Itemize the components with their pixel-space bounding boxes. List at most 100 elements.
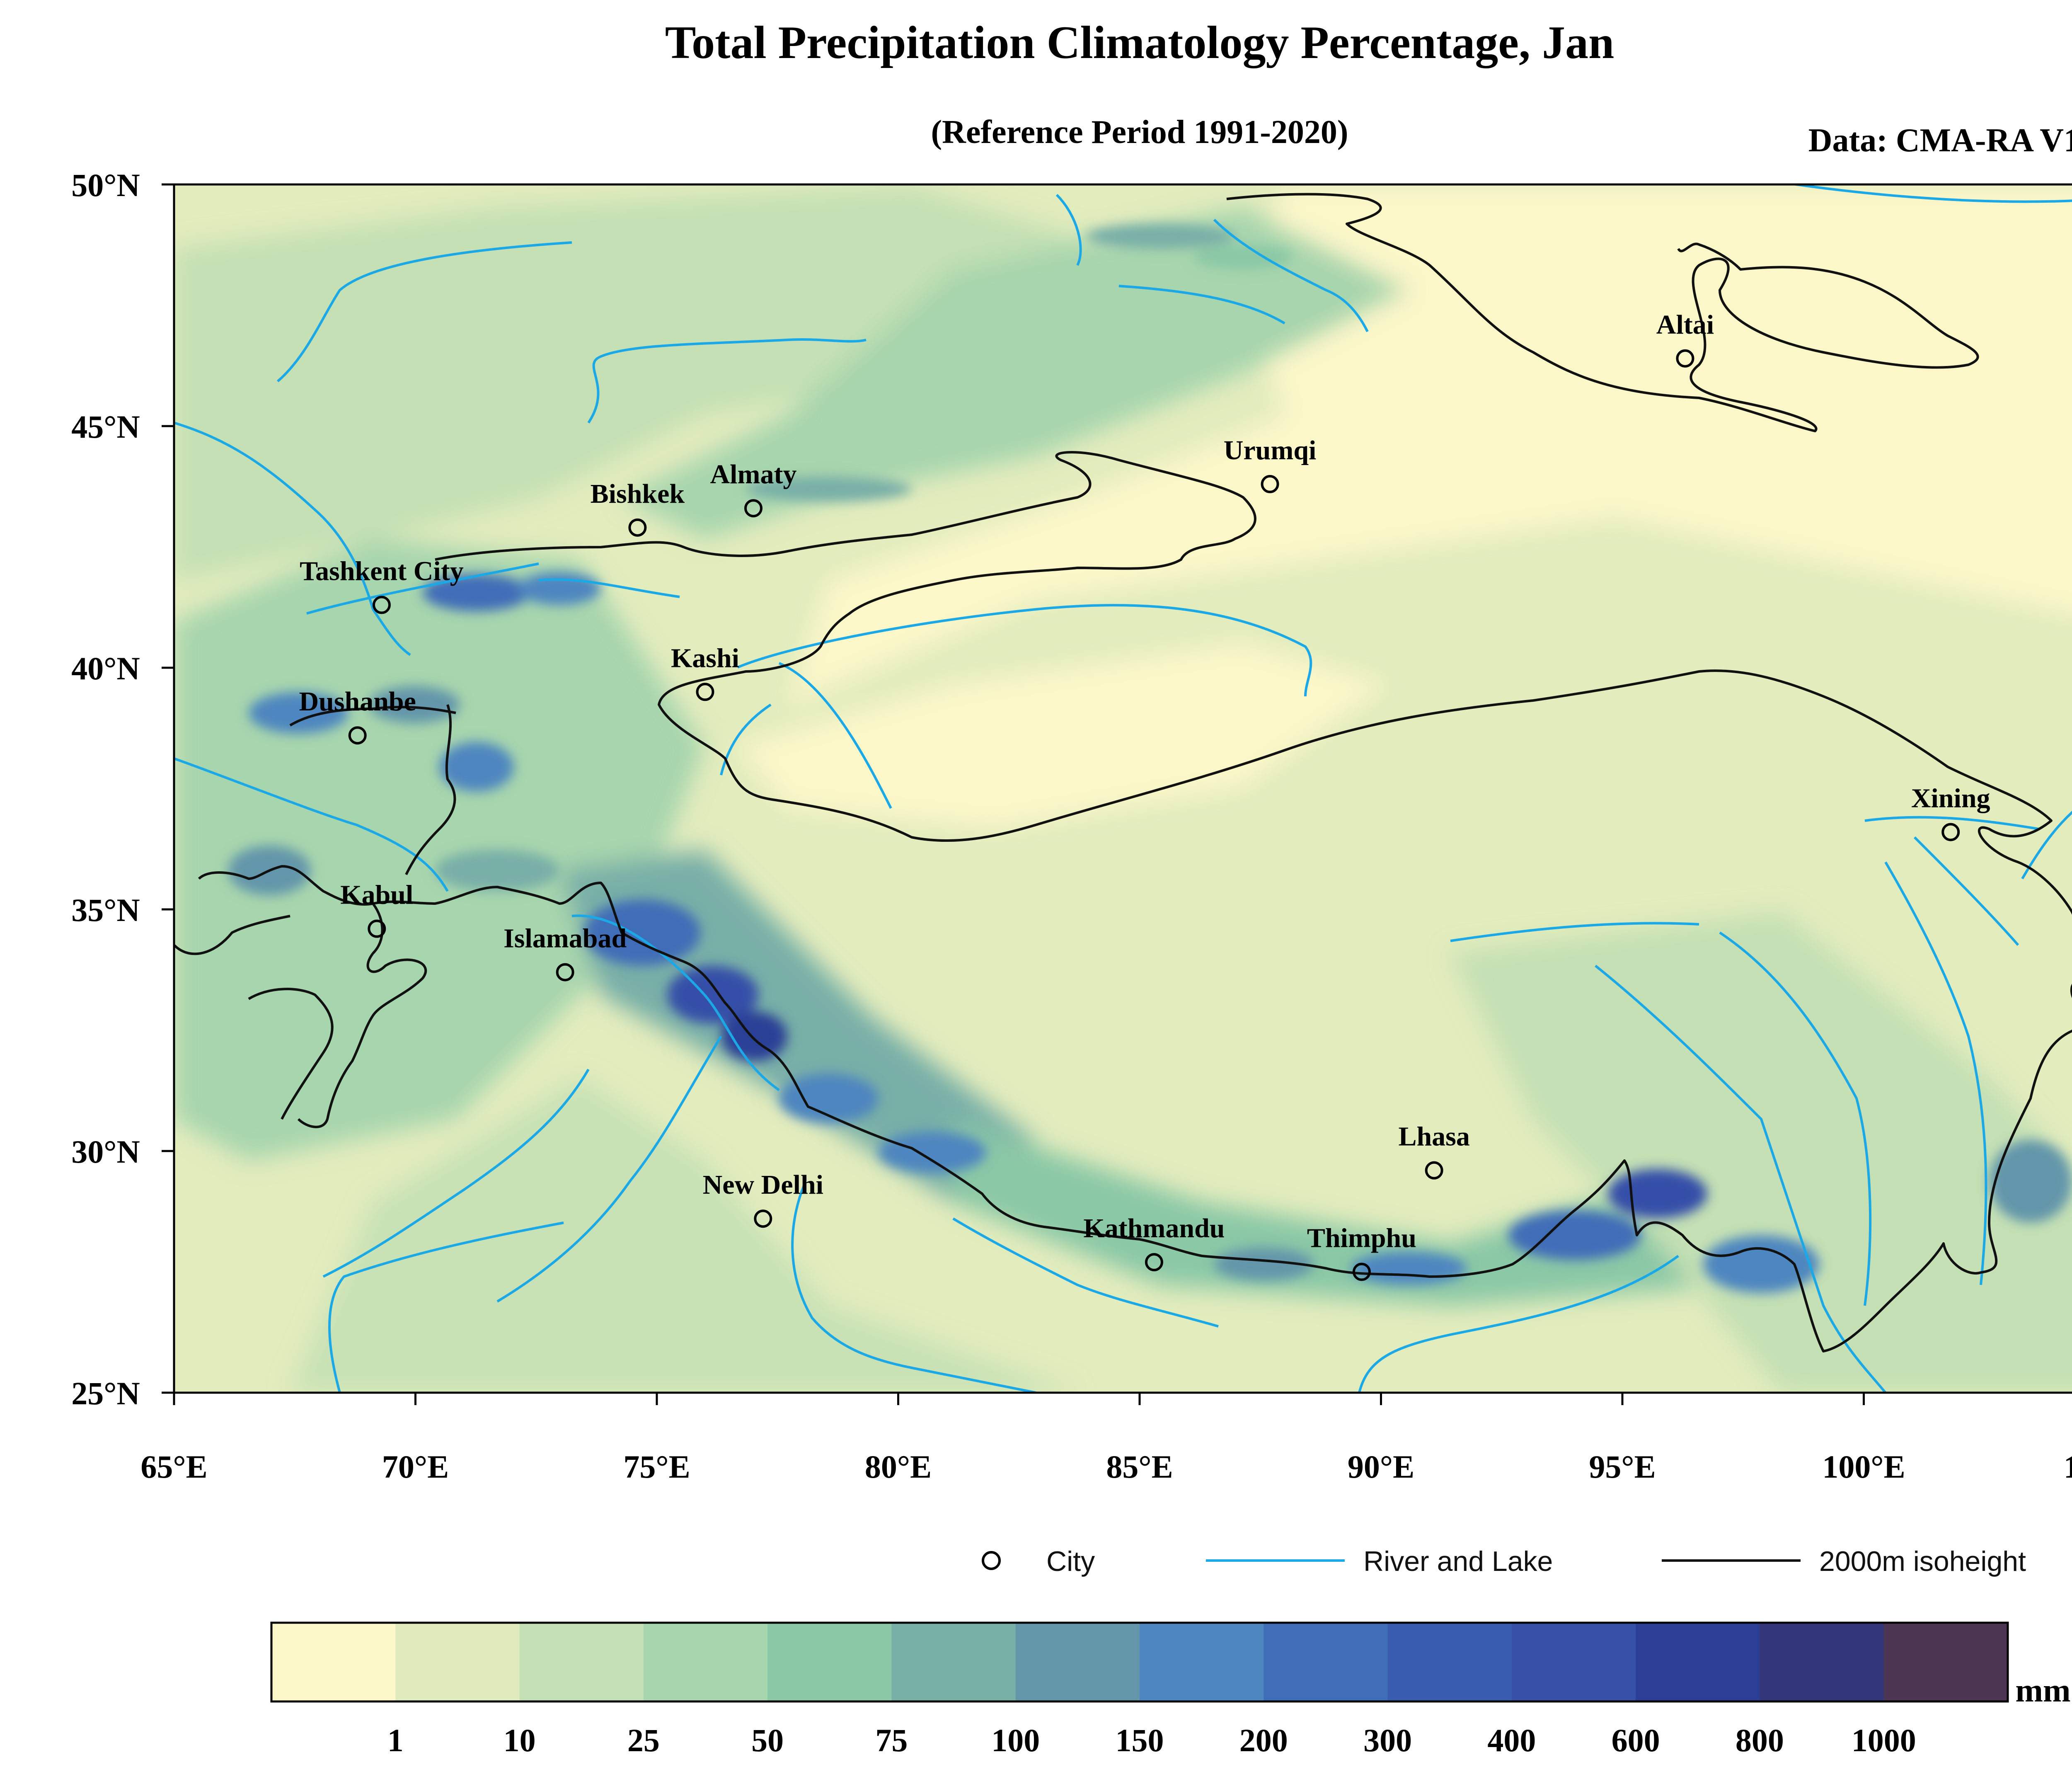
map-title: Total Precipitation Climatology Percenta…	[665, 17, 1615, 68]
city-marker-icon	[1261, 475, 1279, 493]
colorbar-bin	[643, 1623, 768, 1701]
isoheight-line	[405, 704, 456, 875]
colorbar-bin	[395, 1623, 520, 1701]
x-tick-label: 65°E	[140, 1449, 207, 1485]
city-label: Thimphu	[1307, 1223, 1416, 1253]
city-lhasa: Lhasa	[1398, 1122, 1470, 1180]
x-tick-label: 105°E	[2064, 1449, 2072, 1485]
city-label: New Delhi	[703, 1170, 823, 1200]
city-label: Tashkent City	[300, 556, 464, 586]
city-label: Almaty	[710, 459, 797, 490]
river-line	[1787, 184, 2072, 203]
hotspot	[1193, 245, 1293, 269]
river-line	[1595, 965, 1887, 1393]
city-kathmandu: Kathmandu	[1083, 1213, 1225, 1272]
legend-river-label: River and Lake	[1363, 1546, 1553, 1577]
isoheight-line	[198, 451, 2072, 1352]
x-tick-label: 80°E	[865, 1449, 932, 1485]
city-marker-icon	[696, 683, 714, 701]
data-source: Data: CMA-RA V1.5	[1808, 122, 2072, 159]
colorbar-bin	[271, 1623, 396, 1701]
colorbar-bin	[891, 1623, 1016, 1701]
colorbar-label: 75	[875, 1722, 908, 1758]
colorbar-bin	[519, 1623, 644, 1701]
river-line	[306, 562, 539, 615]
isoheight-line	[248, 988, 334, 1120]
river-line	[587, 338, 867, 424]
x-axis: 65°E 70°E 75°E 80°E 85°E 90°E 95°E 100°E 105°E	[140, 1393, 2072, 1485]
colorbar-label: 800	[1736, 1722, 1784, 1758]
river-line	[1864, 816, 2039, 830]
hotspot	[879, 1132, 986, 1173]
river-line	[737, 604, 1312, 697]
colorbar-frame	[270, 1621, 2009, 1703]
hotspot	[1989, 1140, 2072, 1223]
map-subtitle: (Reference Period 1991-2020)	[931, 114, 1348, 150]
legend-isoheight-label: 2000m isoheight	[1819, 1546, 2026, 1577]
city-label: Xining	[1911, 783, 1990, 813]
colorbar-bin	[1760, 1623, 1884, 1701]
city-marker-icon	[628, 518, 647, 537]
city-thimphu: Thimphu	[1307, 1223, 1416, 1281]
x-tick-label: 90°E	[1348, 1449, 1414, 1485]
colorbar-label: 150	[1116, 1722, 1164, 1758]
hotspot	[439, 742, 514, 792]
river-line	[1884, 861, 1987, 1285]
y-tick-label: 35°N	[71, 892, 140, 928]
city-new-delhi: New Delhi	[703, 1170, 823, 1228]
colorbar-label: 200	[1239, 1722, 1288, 1758]
rivers-and-lakes	[174, 184, 2072, 1393]
city-marker-icon	[1941, 823, 1960, 841]
y-axis: 50°N 45°N 40°N 35°N 30°N 25°N	[71, 167, 174, 1411]
river-line	[1118, 285, 1285, 325]
city-marker-icon	[372, 596, 391, 614]
city-label: Dushanbe	[299, 686, 416, 717]
river-line	[1450, 922, 1699, 942]
river-line	[571, 914, 780, 1091]
colorbar-bin	[767, 1623, 892, 1701]
city-marker-icon	[1425, 1161, 1443, 1180]
city-label: Lhasa	[1398, 1122, 1469, 1152]
river-line	[720, 703, 772, 776]
hotspot	[721, 1011, 787, 1061]
city-altai: Altai	[1656, 310, 1714, 368]
isoheight-line	[289, 705, 456, 727]
isoheight-line	[297, 903, 427, 1128]
hotspot	[1703, 1235, 1819, 1293]
river-line	[1055, 194, 1082, 266]
isoheight-line	[1226, 193, 1979, 432]
tarim-low-zone	[738, 642, 1388, 829]
colorbar-bin	[1140, 1623, 1264, 1701]
colorbar-label: 25	[627, 1722, 660, 1758]
river-line	[538, 578, 680, 598]
river-line	[952, 1217, 1219, 1328]
city-marker-icon	[368, 919, 386, 938]
colorbar-label: 600	[1612, 1722, 1660, 1758]
y-tick-label: 45°N	[71, 409, 140, 445]
northern-belt-zone	[622, 207, 1409, 539]
city-label: Kathmandu	[1083, 1213, 1225, 1243]
hotspot	[779, 1074, 879, 1123]
river-line	[1213, 218, 1369, 332]
city-dushanbe: Dushanbe	[299, 686, 416, 745]
legend: City River and Lake 2000m isoheight	[982, 1546, 2026, 1577]
colorbar-label: 300	[1363, 1722, 1412, 1758]
y-tick-label: 30°N	[71, 1134, 140, 1170]
hotspot	[423, 574, 530, 611]
river-line	[2021, 810, 2072, 880]
city-marker-icon	[1676, 349, 1694, 368]
city-urumqi: Urumqi	[1224, 435, 1316, 493]
x-tick-label: 100°E	[1822, 1449, 1905, 1485]
city-label: Kashi	[671, 643, 739, 673]
city-marker-icon	[1145, 1253, 1163, 1272]
colorbar-label: 1	[387, 1722, 404, 1758]
river-line	[174, 422, 411, 656]
city-islamabad: Islamabad	[503, 923, 627, 982]
city-markers: Altai Urumqi Almaty Bishkek Tashkent City Kas…	[299, 310, 1990, 1281]
hotspot	[435, 850, 559, 891]
city-marker-icon	[754, 1209, 772, 1228]
city-marker-icon	[1352, 1263, 1371, 1281]
central-asia-zone	[174, 187, 1119, 580]
colorbar-bin	[1015, 1623, 1140, 1701]
